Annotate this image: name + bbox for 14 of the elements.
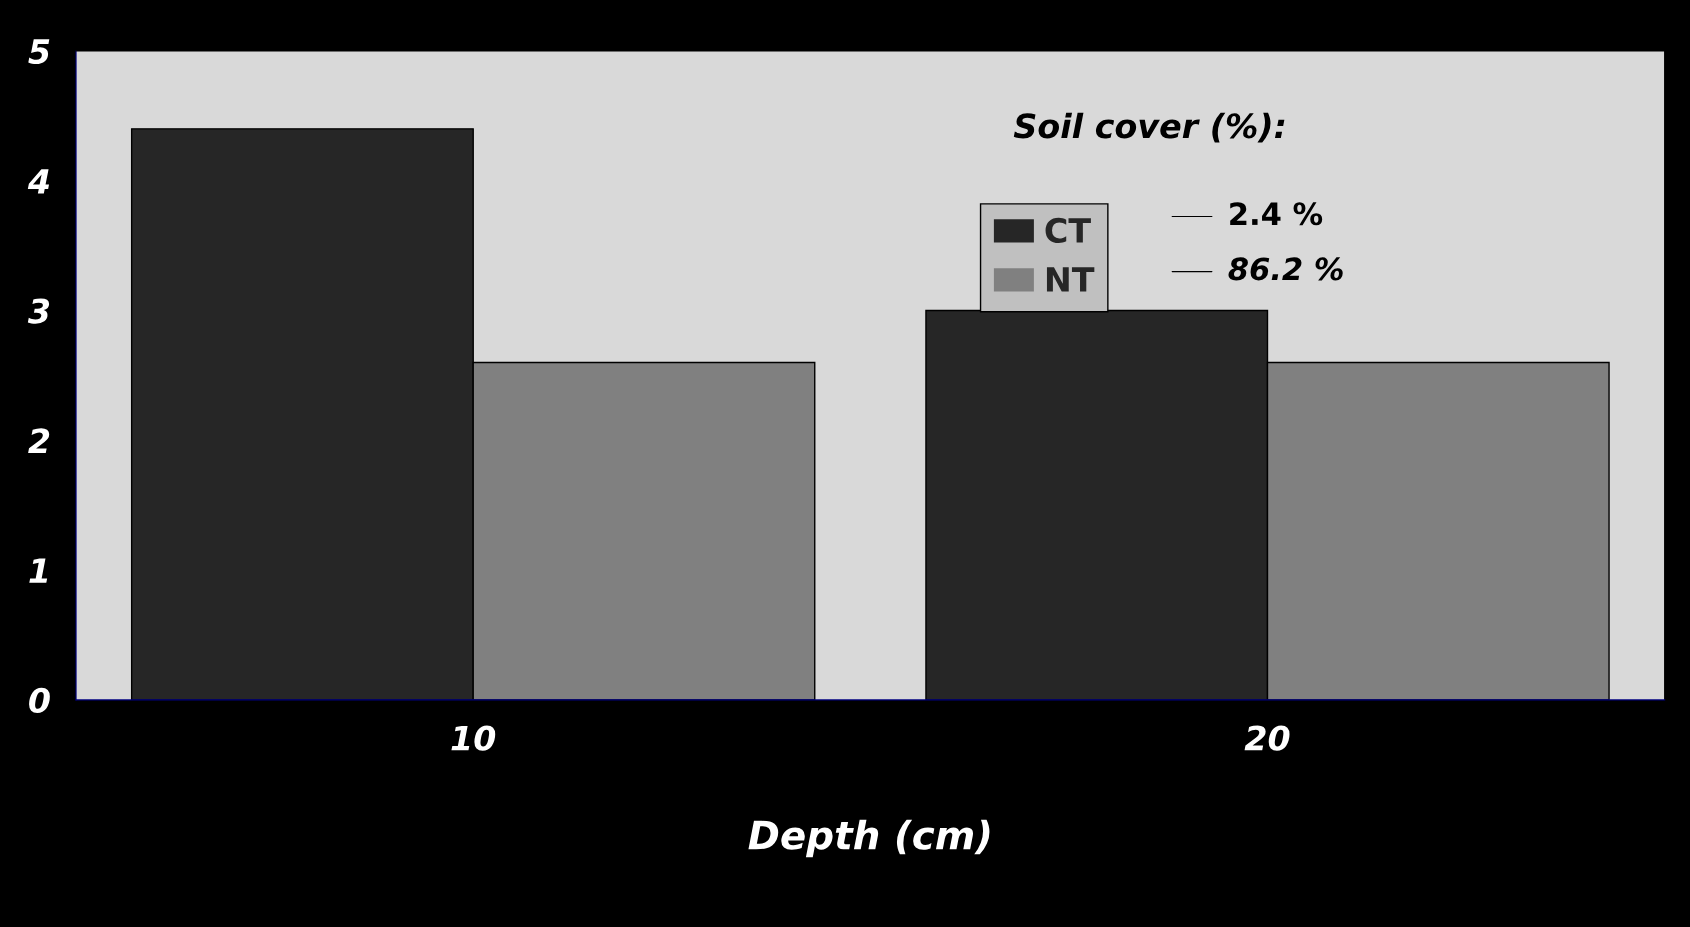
annotation: 2.4 % <box>1230 202 1323 226</box>
legend-label: CT <box>1045 217 1091 244</box>
y-tick-label: 0 <box>29 687 50 714</box>
annotation: 86.2 % <box>1228 257 1343 281</box>
y-tick-label: 5 <box>28 39 50 65</box>
y-tick-label: 2 <box>28 428 50 453</box>
y-tick-label: 3 <box>27 298 50 324</box>
y-tick-label: 4 <box>27 169 50 194</box>
y-tick-label: 1 <box>29 558 48 583</box>
x-tick-label: 20 <box>1244 725 1290 751</box>
legend-title: Soil cover (%): <box>1013 112 1285 143</box>
x-axis-title: Depth (cm) <box>748 819 990 858</box>
x-tick-label: 10 <box>451 725 496 751</box>
legend-label: NT <box>1046 267 1095 292</box>
